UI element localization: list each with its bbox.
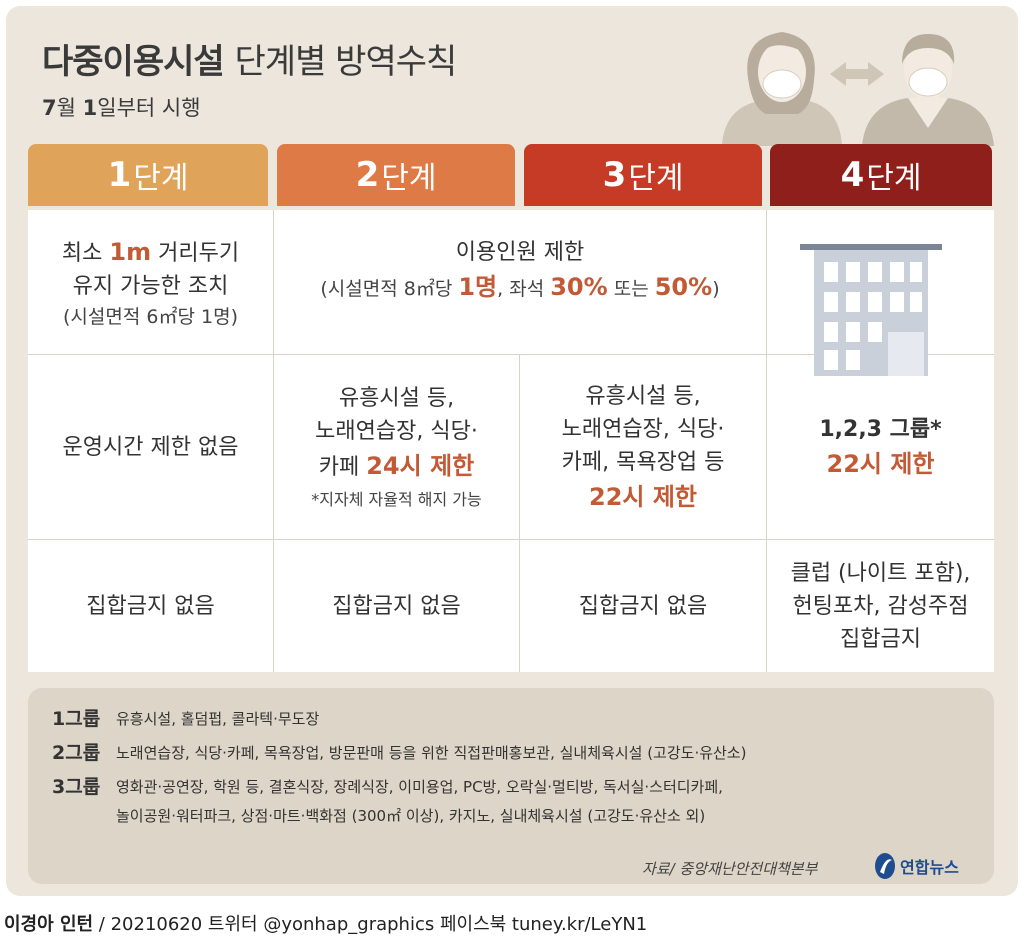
stage-1-label: 단계: [133, 161, 189, 196]
capacity-text: (시설면적 8㎡당: [320, 278, 459, 300]
distancing-stage-1-line1: 최소 1m 거리두기: [62, 234, 239, 270]
distance-value: 1m: [109, 238, 152, 267]
gathering-stage-2: 집합금지 없음: [274, 540, 519, 672]
group-1-facilities: 유흥시설, 홀덤펍, 콜라텍·무도장: [116, 710, 320, 728]
stage-3-label: 단계: [628, 161, 684, 196]
hours-stage-3-line2: 노래연습장, 식당·: [561, 416, 725, 442]
masked-people-illustration: [722, 32, 994, 146]
source-credit: 자료/ 중앙재난안전대책본부: [642, 860, 818, 878]
yonhap-logo-icon: [875, 853, 895, 879]
capacity-text: 또는: [607, 278, 655, 300]
distancing-stage-1: 최소 1m 거리두기 유지 가능한 조치 (시설면적 6㎡당 1명): [28, 214, 273, 352]
effective-date: 7월 1일부터 시행: [42, 92, 201, 122]
group-2-label: 2그룹: [52, 742, 101, 764]
hours-stage-2-line1: 유흥시설 등,: [338, 386, 455, 411]
stage-4-label: 단계: [866, 161, 922, 196]
column-divider: [273, 210, 274, 672]
gathering-stage-4: 클럽 (나이트 포함), 헌팅포차, 감성주점 집합금지: [767, 540, 994, 672]
gathering-stage-3-text: 집합금지 없음: [578, 593, 708, 619]
group-3-facilities-line2: 놀이공원·워터파크, 상점·마트·백화점 (300㎡ 이상), 카지노, 실내체…: [116, 807, 706, 825]
capacity-text: ): [712, 278, 720, 300]
footer-info: / 20210620 트위터 @yonhap_graphics 페이스북 tun…: [93, 914, 648, 935]
group-3-label: 3그룹: [52, 776, 101, 798]
group-1-label: 1그룹: [52, 708, 101, 730]
capacity-limit-detail: (시설면적 8㎡당 1명, 좌석 30% 또는 50%): [320, 269, 719, 305]
effective-month: 7: [42, 96, 57, 120]
effective-rest: 일부터 시행: [97, 96, 201, 120]
stage-3-header: 3 단계: [524, 144, 762, 206]
capacity-limit-title: 이용인원 제한: [455, 240, 585, 265]
yonhap-logo-text: 연합뉴스: [900, 858, 959, 877]
page-title: 다중이용시설 단계별 방역수칙: [42, 34, 458, 83]
building-icon: [800, 244, 942, 376]
group-2-facilities: 노래연습장, 식당·카페, 목욕장업, 방문판매 등을 위한 직접판매홍보관, …: [116, 744, 747, 762]
effective-month-unit: 월: [56, 96, 83, 120]
distancing-stage-1-line2: 유지 가능한 조치: [72, 274, 229, 300]
stage-2-label: 단계: [381, 161, 437, 196]
hours-limit-22: 22시 제한: [589, 482, 697, 511]
gathering-stage-4-line1: 클럽 (나이트 포함),: [790, 560, 971, 586]
hours-limit-24: 24시 제한: [366, 452, 475, 480]
hours-limit-22: 22시 제한: [826, 449, 935, 478]
distancing-stage-1-line3: (시설면적 6㎡당 1명): [63, 306, 238, 329]
column-divider: [766, 210, 767, 672]
gathering-stage-1-text: 집합금지 없음: [86, 593, 215, 619]
stage-1-header: 1 단계: [28, 144, 268, 206]
hours-stage-3-line1: 유흥시설 등,: [585, 383, 701, 409]
effective-day: 1: [82, 96, 98, 120]
group-definitions: [28, 688, 994, 884]
hours-stage-2-line3: 카페 24시 제한: [319, 448, 474, 484]
row-divider: [28, 539, 994, 540]
column-divider: [519, 355, 520, 672]
gathering-stage-4-line3: 집합금지: [840, 626, 921, 652]
hours-stage-4-groups: 1,2,3 그룹*: [819, 416, 942, 442]
hours-stage-1-text: 운영시간 제한 없음: [62, 434, 239, 460]
group-2-row: 2그룹: [52, 738, 116, 765]
hours-stage-3-line3: 카페, 목욕장업 등: [561, 449, 725, 475]
distancing-text: 거리두기: [151, 241, 240, 267]
stage-3-number: 3: [602, 155, 627, 195]
hours-stage-2: 유흥시설 등, 노래연습장, 식당· 카페 24시 제한 *지자체 자율적 해지…: [274, 356, 519, 538]
hours-stage-1: 운영시간 제한 없음: [28, 356, 273, 538]
hours-stage-2-line2: 노래연습장, 식당·: [315, 419, 478, 444]
gathering-stage-1: 집합금지 없음: [28, 540, 273, 672]
stage-4-header: 4 단계: [770, 144, 992, 206]
stage-2-header: 2 단계: [277, 144, 515, 206]
stage-1-number: 1: [107, 155, 132, 195]
hours-stage-3: 유흥시설 등, 노래연습장, 식당· 카페, 목욕장업 등 22시 제한: [520, 356, 766, 538]
capacity-text: , 좌석: [497, 278, 551, 300]
stage-4-number: 4: [840, 155, 865, 195]
title-light: 단계별 방역수칙: [234, 42, 458, 82]
group-1-row: 1그룹: [52, 704, 116, 731]
hours-stage-2-note: *지자체 자율적 해지 가능: [311, 490, 482, 509]
distancing-text: 최소: [61, 241, 110, 267]
footer-author: 이경아 인턴: [4, 914, 94, 935]
credit-footer: 이경아 인턴 / 20210620 트위터 @yonhap_graphics 페…: [4, 910, 647, 936]
yonhap-logo: 연합뉴스: [874, 852, 959, 880]
row-divider: [28, 354, 994, 355]
hours-text: 카페: [318, 455, 367, 480]
title-bold: 다중이용시설: [42, 42, 225, 82]
capacity-seat-50: 50%: [654, 273, 713, 301]
capacity-limit-stage-2-3: 이용인원 제한 (시설면적 8㎡당 1명, 좌석 30% 또는 50%): [274, 214, 766, 352]
hours-stage-4: 1,2,3 그룹* 22시 제한: [767, 356, 994, 538]
gathering-stage-4-line2: 헌팅포차, 감성주점: [792, 593, 969, 619]
group-3-facilities-line1: 영화관·공연장, 학원 등, 결혼식장, 장례식장, 이미용업, PC방, 오락…: [116, 778, 723, 796]
gathering-stage-2-text: 집합금지 없음: [332, 593, 461, 619]
group-3-row: 3그룹: [52, 772, 116, 799]
capacity-per-area: 1명: [458, 273, 498, 301]
capacity-seat-30: 30%: [550, 273, 608, 301]
gathering-stage-3: 집합금지 없음: [520, 540, 766, 672]
stage-2-number: 2: [355, 155, 380, 195]
